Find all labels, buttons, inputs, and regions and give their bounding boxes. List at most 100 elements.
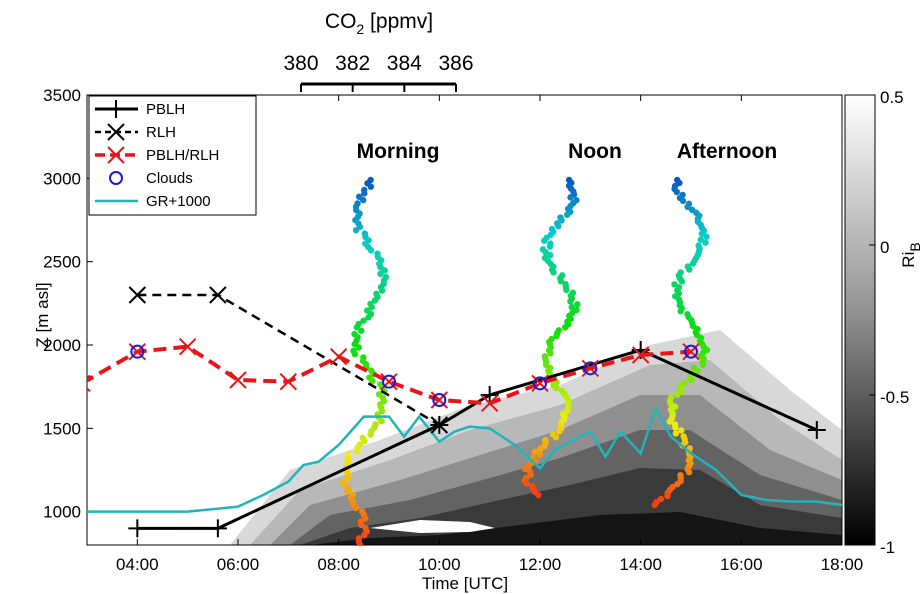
marker-circle — [382, 374, 396, 389]
co2-profile-point — [547, 350, 554, 357]
marker-x — [380, 372, 398, 391]
marker-circle — [109, 171, 123, 185]
marker-circle — [432, 393, 447, 407]
co2-profile-point — [672, 424, 679, 431]
co2-profile-point — [684, 203, 691, 211]
co2-profile-point — [703, 233, 710, 240]
marker-x — [279, 372, 298, 391]
co2-profile-point — [356, 541, 364, 545]
series-gr-1000 — [87, 405, 842, 513]
y-tick-label: 1500 — [43, 419, 81, 438]
co2-profile-point — [358, 521, 365, 529]
co2-profile-point — [377, 263, 384, 271]
co2-profile-point — [344, 474, 352, 482]
co2-profile-point — [361, 437, 368, 445]
marker-x — [480, 394, 499, 413]
colorbar-tick-label: 0 — [880, 238, 889, 257]
co2-profile-point — [679, 197, 687, 205]
co2-profile-point — [547, 251, 554, 259]
co2-profile-point — [523, 480, 530, 487]
co2-profile-point — [556, 428, 563, 435]
co2-profile-point — [673, 188, 681, 196]
co2-profile-point — [678, 278, 686, 285]
co2-profile-point — [542, 249, 549, 256]
co2-profile-point — [367, 247, 375, 254]
marker-x — [209, 286, 227, 304]
co2-profile-point — [369, 377, 376, 385]
x-tick-label: 14:00 — [619, 555, 662, 574]
co2-profile-point — [674, 480, 681, 488]
co2-profile-point — [541, 237, 548, 244]
colorbar — [844, 94, 876, 546]
legend-item: GR+1000 — [95, 193, 211, 210]
co2-profile-point — [377, 270, 384, 277]
co2-profile-point — [685, 469, 693, 476]
colorbar-tick-label: -0.5 — [880, 388, 909, 407]
co2-profile-point — [352, 227, 360, 234]
marker-x — [229, 371, 247, 389]
co2-profile-point — [664, 492, 671, 500]
co2-profile-point — [367, 183, 375, 190]
co2-profile-point — [378, 407, 386, 415]
co2-profile-point — [666, 418, 674, 425]
co2-profile-point — [368, 304, 375, 311]
co2-tick-label: 386 — [438, 52, 473, 75]
colorbar-tick-label: 0.5 — [880, 88, 904, 107]
co2-profile-point — [354, 448, 361, 455]
marker-x — [107, 123, 125, 141]
annotation-morning: Morning — [357, 140, 440, 163]
marker-x — [178, 337, 197, 356]
marker-circle — [583, 361, 598, 376]
co2-profile-point — [555, 223, 562, 230]
co2-tick-label: 384 — [387, 52, 422, 75]
co2-profile-point — [671, 281, 678, 288]
y-tick-label: 3500 — [43, 86, 81, 105]
legend-item: PBLH — [95, 100, 185, 118]
series-rlh — [128, 286, 449, 434]
x-axis-label: Time [UTC] — [422, 574, 508, 593]
marker-x — [581, 359, 600, 378]
co2-axis-label: CO2 [ppmv] — [325, 10, 433, 37]
richardson-field — [230, 330, 842, 545]
co2-profile-point — [681, 379, 689, 386]
x-tick-label: 06:00 — [217, 555, 260, 574]
annotation-afternoon: Afternoon — [677, 140, 777, 163]
co2-profile-point — [674, 391, 681, 398]
annotation-noon: Noon — [568, 140, 622, 163]
co2-profile-point — [553, 332, 560, 340]
co2-tick-label: 380 — [283, 52, 318, 75]
co2-profile-point — [697, 236, 704, 243]
x-tick-label: 04:00 — [116, 555, 159, 574]
co2-profile-point — [531, 448, 539, 455]
co2-profile-point — [568, 303, 575, 311]
legend-label: PBLH/RLH — [146, 147, 219, 164]
marker-x — [87, 374, 91, 380]
co2-profile-point — [552, 434, 560, 441]
x-tick-label: 12:00 — [519, 555, 562, 574]
co2-profile-point — [567, 298, 574, 305]
co2-profile-point — [698, 230, 706, 237]
co2-profile-point — [537, 445, 544, 452]
x-tick-label: 18:00 — [821, 555, 864, 574]
marker-x — [631, 346, 650, 364]
ri-band-6 — [310, 512, 842, 545]
co2-profile-point — [362, 515, 369, 522]
y-tick-label: 1000 — [43, 503, 81, 522]
co2-profile-point — [361, 190, 368, 197]
co2-profile-point — [678, 427, 685, 434]
co2-profile-point — [371, 297, 379, 304]
series-line — [87, 405, 842, 513]
marker-circle — [684, 344, 698, 359]
co2-profile-point — [352, 504, 360, 512]
marker-circle — [533, 376, 547, 391]
co2-profile-point — [361, 531, 368, 539]
marker-x — [531, 374, 549, 393]
marker-x — [682, 342, 700, 361]
co2-tick-label: 382 — [335, 52, 370, 75]
co2-profile-point — [699, 361, 707, 369]
co2-profile-point — [340, 481, 347, 488]
co2-profile-point — [550, 269, 557, 276]
series-clouds — [130, 344, 698, 407]
co2-profile-point — [536, 451, 544, 458]
